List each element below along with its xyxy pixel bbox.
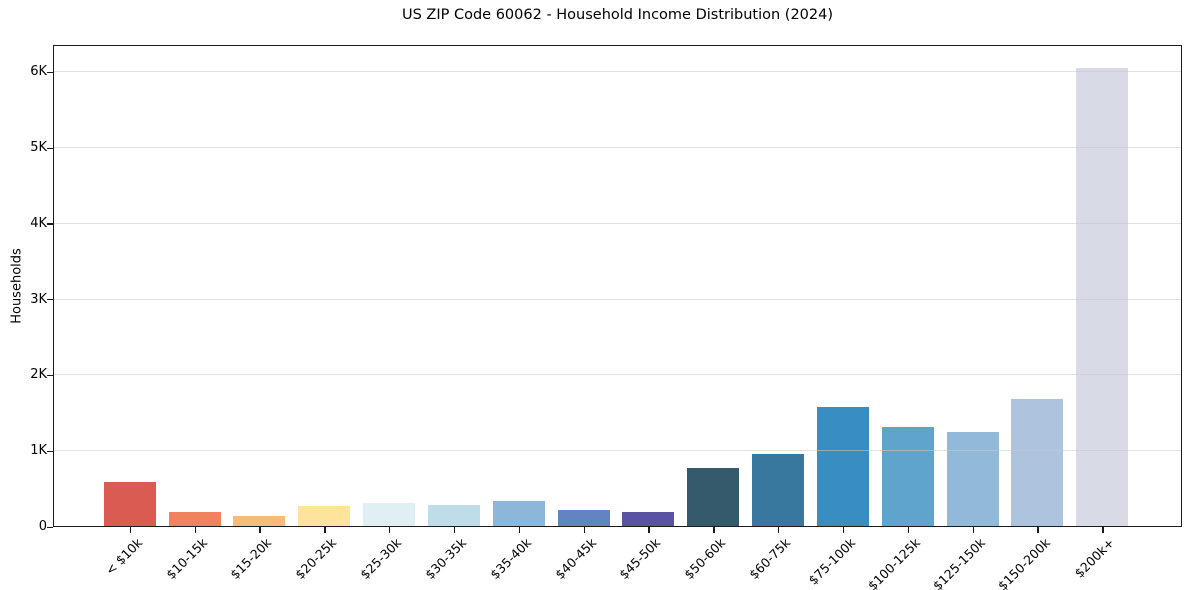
y-tick-mark-1K	[47, 450, 53, 452]
x-tick-label-30-35k: $30-35k	[422, 535, 470, 583]
y-tick-label-6K: 6K	[30, 64, 47, 80]
gridline-4000	[54, 222, 1181, 224]
x-tick-label-75-100k: $75-100k	[805, 535, 859, 588]
gridline-3000	[54, 298, 1181, 300]
x-tick-mark-200k	[1102, 527, 1104, 533]
y-tick-label-5K: 5K	[30, 140, 47, 156]
y-tick-mark-6K	[47, 71, 53, 74]
bar-15-20k	[233, 516, 286, 526]
y-tick-mark-5K	[47, 147, 53, 149]
y-tick-mark-4K	[47, 223, 53, 225]
x-tick-label-40-45k: $40-45k	[551, 535, 599, 583]
y-axis-label: Households	[9, 248, 25, 324]
x-tick-mark-10-15k	[194, 527, 196, 533]
x-tick-label-45-50k: $45-50k	[616, 535, 664, 583]
gridline-5000	[54, 147, 1181, 149]
bar-75-100k	[816, 407, 869, 526]
x-tick-mark-15-20k	[259, 527, 261, 533]
x-tick-label-125-150k: $125-150k	[929, 535, 988, 590]
x-tick-mark-125-150k	[972, 527, 974, 533]
x-tick-mark-30-35k	[453, 527, 456, 533]
x-tick-mark-40-45k	[583, 527, 585, 533]
bar-10-15k	[168, 511, 221, 526]
x-tick-label-50-60k: $50-60k	[681, 535, 729, 583]
bar-45-50k	[622, 511, 675, 526]
x-tick-mark-60-75k	[778, 527, 780, 533]
x-tick-label-10-15k: $10-15k	[162, 535, 210, 583]
x-tick-label-20-25k: $20-25k	[292, 535, 340, 583]
x-tick-mark-20-25k	[324, 527, 326, 533]
x-tick-mark-50-60k	[713, 527, 715, 533]
y-tick-mark-3K	[47, 299, 53, 301]
x-tick-label-35-40k: $35-40k	[486, 535, 534, 583]
bar-40-45k	[557, 509, 610, 526]
x-tick-label-25-30k: $25-30k	[357, 535, 405, 583]
x-tick-label-200k: $200k+	[1071, 535, 1118, 581]
x-tick-label-150-200k: $150-200k	[994, 535, 1053, 590]
bar-35-40k	[492, 501, 545, 526]
x-tick-mark-35-40k	[518, 527, 521, 533]
y-tick-label-2K: 2K	[30, 367, 47, 383]
bar-100-125k	[881, 426, 934, 526]
x-tick-mark-75-100k	[842, 527, 845, 533]
y-tick-label-1K: 1K	[30, 443, 47, 459]
y-tick-label-3K: 3K	[30, 291, 47, 307]
bar-30-35k	[427, 505, 480, 526]
y-tick-label-0: 0	[38, 519, 47, 534]
bar-150-200k	[1011, 399, 1064, 526]
x-tick-mark-25-30k	[389, 527, 391, 533]
bar-125-150k	[946, 432, 999, 526]
y-tick-mark-2K	[47, 374, 53, 377]
bar-10k	[103, 481, 156, 526]
chart-title: US ZIP Code 60062 - Household Income Dis…	[401, 7, 834, 23]
x-tick-mark-10k	[129, 527, 132, 533]
gridline-1000	[54, 450, 1181, 452]
x-tick-mark-150-200k	[1037, 527, 1039, 533]
y-tick-mark-0	[47, 526, 53, 528]
x-tick-label-60-75k: $60-75k	[746, 535, 794, 583]
x-tick-label-10k: < $10k	[102, 535, 145, 578]
x-tick-mark-100-125k	[907, 527, 910, 533]
x-tick-label-100-125k: $100-125k	[864, 535, 923, 590]
bar-50-60k	[687, 468, 740, 526]
gridline-6000	[54, 71, 1181, 73]
x-tick-label-15-20k: $15-20k	[227, 535, 275, 583]
bar-25-30k	[363, 503, 416, 526]
bar-20-25k	[298, 505, 351, 526]
bar-200k	[1076, 67, 1129, 526]
gridline-2000	[54, 374, 1181, 376]
x-tick-mark-45-50k	[648, 527, 650, 533]
plot-area	[53, 45, 1182, 527]
y-tick-label-4K: 4K	[30, 215, 47, 231]
bar-60-75k	[752, 453, 805, 526]
